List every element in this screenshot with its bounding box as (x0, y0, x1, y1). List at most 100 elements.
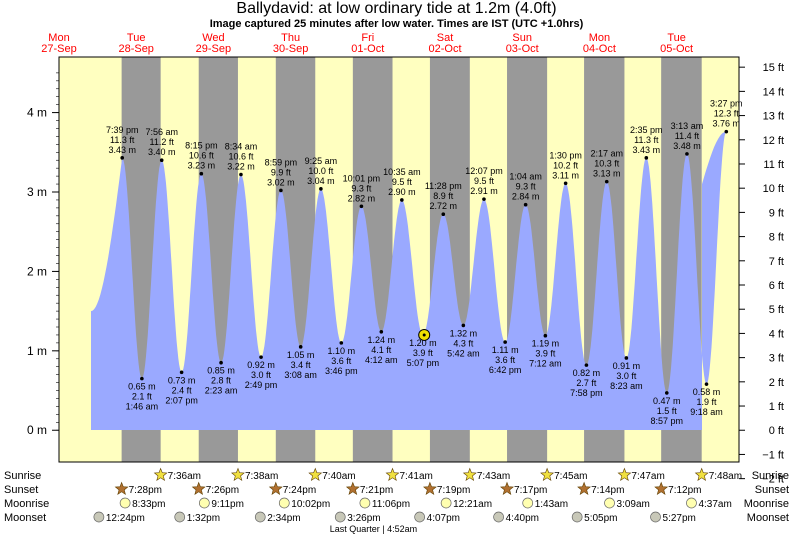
moonrise-icon (440, 497, 452, 509)
moonrise-icon (198, 497, 210, 509)
high-tide-ft-label: 11.3 ft (110, 135, 135, 145)
low-tide-m-label: 0.91 m (613, 361, 641, 371)
sunrise-icon (153, 467, 168, 481)
high-tide-m-label: 2.91 m (470, 186, 498, 196)
chart-subtitle: Image captured 25 minutes after low wate… (209, 18, 584, 30)
low-tide-point (461, 323, 466, 328)
sunset-icon (577, 481, 591, 495)
high-tide-m-label: 3.40 m (148, 147, 176, 157)
sunrise-icon (231, 467, 245, 481)
y-right-tick-label: −2 ft (762, 474, 784, 486)
high-tide-point (199, 171, 204, 176)
y-right-tick-label: 2 ft (769, 377, 784, 389)
sunset-icon (268, 481, 283, 495)
day-date-label: 28-Sep (118, 43, 153, 55)
high-tide-m-label: 2.90 m (388, 187, 416, 197)
moonset-icon (414, 511, 425, 523)
low-tide-point (179, 370, 184, 375)
day-weekday-label: Tue (667, 32, 686, 44)
y-right-tick-label: 4 ft (769, 328, 784, 340)
low-tide-point (543, 333, 548, 338)
low-tide-m-label: 0.65 m (128, 382, 156, 392)
high-tide-ft-label: 9.3 ft (351, 183, 372, 193)
sunrise-time-label: 7:48am (709, 471, 742, 482)
sunset-row-label-right: Sunset (755, 484, 789, 496)
high-tide-ft-label: 11.2 ft (150, 137, 175, 147)
day-date-label: 27-Sep (41, 43, 76, 55)
day-weekday-label: Wed (202, 32, 224, 44)
day-weekday-label: Tue (127, 32, 146, 44)
low-tide-ft-label: 3.6 ft (331, 356, 352, 366)
sunrise-icon (540, 467, 555, 481)
high-tide-time-label: 2:17 am (590, 149, 623, 159)
low-tide-time-label: 3:46 pm (325, 366, 358, 376)
high-tide-point (724, 129, 729, 134)
y-right-tick-label: 10 ft (763, 183, 784, 195)
low-tide-point (503, 340, 507, 344)
sunset-row: Sunset Sunset 7:28pm 7:26pm 7:24pm 7:21pm 7:19… (4, 481, 789, 496)
sunset-icon (114, 481, 129, 495)
high-tide-ft-label: 10.3 ft (594, 159, 620, 169)
high-tide-point (239, 172, 243, 177)
moonrise-time-label: 4:37am (698, 499, 731, 510)
moonset-icon (571, 511, 583, 523)
sunrise-icon (462, 467, 477, 481)
low-tide-point (339, 341, 344, 345)
low-tide-m-label: 1.32 m (450, 328, 478, 338)
low-tide-point (379, 329, 384, 334)
moonrise-time-label: 11:06pm (372, 499, 410, 510)
sunrise-time-label: 7:38am (245, 471, 278, 482)
low-tide-ft-label: 2.8 ft (211, 376, 232, 386)
moonset-row-label-right: Moonset (747, 512, 789, 524)
low-tide-m-label: 0.47 m (653, 396, 681, 406)
y-right-tick-label: 9 ft (769, 207, 784, 219)
low-tide-time-label: 1:46 am (126, 402, 159, 412)
high-tide-m-label: 2.72 m (430, 201, 458, 211)
low-tide-time-label: 5:07 pm (407, 358, 440, 368)
high-tide-time-label: 11:28 pm (425, 181, 462, 191)
low-tide-ft-label: 3.4 ft (291, 360, 312, 370)
moonset-time-label: 4:40pm (506, 513, 539, 524)
low-tide-time-label: 8:23 am (610, 381, 643, 391)
moonset-icon (493, 511, 504, 523)
moonset-icon (334, 511, 346, 523)
moonrise-row-label-left: Moonrise (4, 498, 49, 510)
day-date-label: 05-Oct (660, 43, 693, 55)
moonrise-time-label: 10:02pm (291, 499, 330, 510)
low-tide-time-label: 2:07 pm (165, 395, 198, 405)
y-left-tick-label: 2 m (27, 264, 47, 278)
y-left-tick-label: 1 m (27, 344, 47, 358)
sunset-icon (500, 481, 514, 495)
high-tide-m-label: 3.22 m (227, 162, 255, 172)
low-tide-ft-label: 1.9 ft (697, 397, 718, 407)
low-tide-ft-label: 1.5 ft (657, 406, 678, 416)
low-tide-ft-label: 3.9 ft (413, 348, 434, 358)
y-right-tick-label: 5 ft (769, 304, 784, 316)
day-weekday-label: Sat (437, 32, 454, 44)
high-tide-ft-label: 10.2 ft (553, 160, 579, 170)
y-right-tick-label: 3 ft (769, 353, 784, 365)
low-tide-time-label: 4:12 am (365, 355, 398, 365)
low-tide-time-label: 2:23 am (205, 386, 238, 396)
sunrise-time-label: 7:45am (554, 471, 587, 482)
y-axis-left: 0 m 1 m 2 m 3 m 4 m (27, 72, 59, 437)
moonset-time-label: 1:32pm (187, 513, 220, 524)
moonrise-time-label: 3:09am (617, 499, 650, 510)
low-tide-point (140, 376, 144, 381)
low-tide-m-label: 1.11 m (492, 345, 519, 355)
high-tide-m-label: 3.04 m (307, 176, 335, 186)
high-tide-point (482, 197, 486, 201)
sunset-row-label-left: Sunset (4, 484, 38, 496)
high-tide-m-label: 3.48 m (673, 141, 701, 151)
moonset-time-label: 3:26pm (347, 513, 380, 524)
low-tide-m-label: 0.92 m (247, 360, 275, 370)
moonrise-icon (522, 497, 534, 509)
day-date-label: 04-Oct (583, 43, 616, 55)
sunset-time-label: 7:19pm (437, 485, 470, 496)
high-tide-point (523, 202, 528, 207)
high-tide-ft-label: 11.3 ft (634, 135, 659, 145)
moonset-row: Moonset Moonset 12:24pm 1:32pm 2:34pm 3:26pm 4… (4, 511, 789, 524)
low-tide-time-label: 7:58 pm (570, 388, 603, 398)
moonrise-icon (119, 497, 131, 509)
